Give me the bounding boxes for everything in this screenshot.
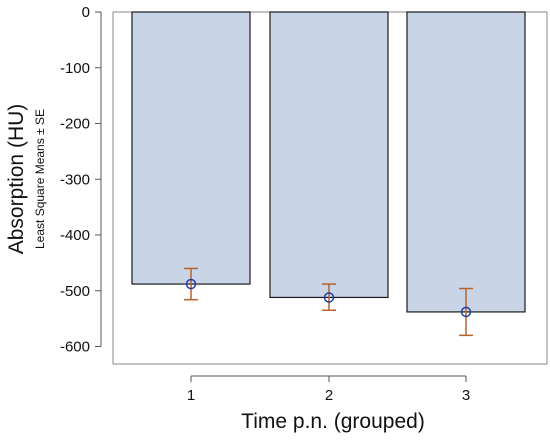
y-axis-subtitle: Least Square Means ± SE	[33, 109, 47, 249]
x-tick-label: 1	[187, 387, 195, 404]
x-axis: 1 2 3	[187, 375, 470, 404]
x-tick-label: 3	[462, 387, 470, 404]
x-tick-label: 2	[325, 387, 333, 404]
y-tick-label: -300	[60, 171, 90, 188]
error-bars-group	[184, 267, 473, 337]
markers-group	[185, 278, 472, 318]
mean-marker-3	[460, 306, 472, 318]
bar-3	[406, 11, 526, 313]
error-bar-3	[459, 287, 473, 337]
mean-marker-2	[323, 292, 335, 303]
bars-group	[131, 11, 526, 313]
y-tick-label: 0	[82, 4, 90, 21]
error-bar-2	[322, 283, 336, 312]
y-tick-label: -600	[60, 339, 90, 356]
y-axis: 0 -100 -200 -300 -400 -500 -600	[60, 4, 102, 356]
y-axis-title: Absorption (HU)	[5, 104, 28, 255]
mean-marker-1	[185, 278, 197, 290]
y-tick-label: -200	[60, 116, 90, 133]
y-tick-label: -400	[60, 227, 90, 244]
bar-1	[131, 11, 251, 285]
error-bar-1	[184, 267, 198, 301]
y-tick-label: -100	[60, 60, 90, 77]
y-tick-label: -500	[60, 283, 90, 300]
x-axis-title: Time p.n. (grouped)	[241, 410, 425, 433]
bar-2	[269, 11, 389, 299]
